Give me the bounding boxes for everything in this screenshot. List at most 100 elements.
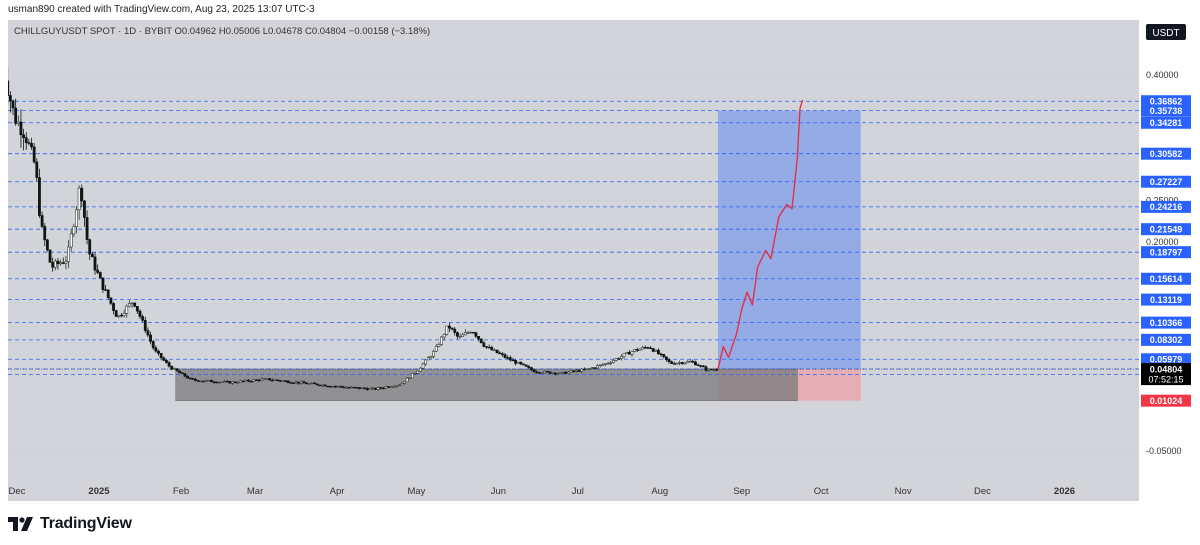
candle-body xyxy=(120,314,123,317)
plot-area xyxy=(8,20,1139,501)
candle-body xyxy=(122,312,126,316)
candle-body xyxy=(125,305,129,314)
level-label-text: 0.36862 xyxy=(1150,97,1183,107)
candle-body xyxy=(40,215,44,227)
candle-body xyxy=(662,354,666,358)
symbol-legend[interactable]: CHILLGUYUSDT SPOT · 1D · BYBIT O0.04962 … xyxy=(14,26,430,37)
candle-body xyxy=(281,380,285,382)
candle-body xyxy=(326,385,330,388)
candle-body xyxy=(572,370,576,372)
candle-body xyxy=(569,370,573,373)
candle-body xyxy=(657,349,660,355)
candle-body xyxy=(389,386,393,388)
x-tick-label: Feb xyxy=(173,486,189,497)
level-label-bg xyxy=(1141,147,1191,160)
candle-body xyxy=(297,381,301,384)
candle-body xyxy=(56,260,60,265)
candle-body xyxy=(664,356,668,360)
symbol-legend-bg xyxy=(10,23,390,38)
x-tick-label: Jul xyxy=(572,486,584,497)
candle-body xyxy=(315,383,319,386)
candle-body xyxy=(344,387,348,389)
footer-brand[interactable]: TradingView xyxy=(40,515,132,532)
candle-body xyxy=(207,379,211,382)
candle-body xyxy=(482,342,486,347)
candle-body xyxy=(249,380,253,383)
candle-body xyxy=(146,330,150,336)
y-tick-label: 0.20000 xyxy=(1146,237,1179,247)
candle-body xyxy=(273,379,277,381)
candle-body xyxy=(175,368,179,372)
candle-body xyxy=(127,303,131,307)
candle-body xyxy=(421,363,425,369)
x-tick-label: Aug xyxy=(651,486,668,497)
candle-body xyxy=(508,357,512,361)
candle-body xyxy=(601,364,605,366)
candle-body xyxy=(141,316,145,321)
currency-button[interactable]: USDT xyxy=(1146,24,1186,40)
candle-body xyxy=(310,382,314,385)
candle-body xyxy=(463,332,467,336)
level-label: 0.08302 xyxy=(1141,333,1191,346)
x-tick-label: Mar xyxy=(247,486,263,497)
current-price-bg xyxy=(1141,363,1191,386)
candle-body xyxy=(511,359,515,362)
candle-body xyxy=(434,346,438,352)
candle-body xyxy=(649,347,652,350)
candle-body xyxy=(545,371,549,373)
candle-body xyxy=(302,381,306,384)
candle-body xyxy=(659,353,663,356)
candle-body xyxy=(8,95,12,102)
candle-body xyxy=(469,332,473,334)
level-label-bg xyxy=(1141,353,1191,366)
candle-body xyxy=(93,256,97,271)
candle-body xyxy=(270,379,274,382)
candle-body xyxy=(675,362,679,365)
level-lines xyxy=(8,100,1139,375)
candle-body xyxy=(561,371,565,374)
candle-body xyxy=(262,378,266,380)
level-label-bg xyxy=(1141,316,1191,329)
candle-body xyxy=(64,261,68,264)
level-label: 0.18797 xyxy=(1141,246,1191,259)
candle-body xyxy=(683,362,687,365)
candle-body xyxy=(408,377,412,379)
candle-body xyxy=(98,272,102,279)
level-label: 0.27227 xyxy=(1141,175,1191,188)
price-axis[interactable]: 0.40000 0.25000 0.20000 -0.05000 xyxy=(1146,70,1182,456)
time-axis[interactable]: Dec 2025 Feb Mar Apr May Jun Jul Aug Sep Oct Nov Dec… xyxy=(9,486,1076,497)
candle-body xyxy=(696,364,700,367)
candle-body xyxy=(699,365,703,367)
candle-body xyxy=(500,353,504,355)
level-label-bg xyxy=(1141,175,1191,188)
candle-body xyxy=(691,360,695,363)
candle-body xyxy=(183,373,187,377)
candle-body xyxy=(575,370,578,372)
candle-body xyxy=(48,249,52,263)
header-credit: usman890 created with TradingView.com, A… xyxy=(8,4,315,15)
candle-body xyxy=(651,348,655,352)
candle-body xyxy=(384,386,388,389)
candle-body xyxy=(455,332,459,337)
candle-body xyxy=(151,341,155,349)
candle-body xyxy=(567,371,570,374)
candle-body xyxy=(453,328,457,333)
candle-body xyxy=(339,385,343,388)
x-tick-label: May xyxy=(407,486,425,497)
candle-body xyxy=(440,336,443,345)
level-label: 0.34281 xyxy=(1141,116,1191,129)
candle-body xyxy=(299,381,303,384)
candle-body xyxy=(424,359,428,365)
candle-body xyxy=(77,187,81,211)
level-label-bg xyxy=(1141,293,1191,306)
candle-body xyxy=(276,379,279,381)
candle-body xyxy=(553,372,557,375)
x-tick-label: Jun xyxy=(491,486,506,497)
candle-body xyxy=(149,334,152,342)
level-label-text: 0.30582 xyxy=(1150,149,1183,159)
candle-body xyxy=(429,356,433,359)
candle-body xyxy=(80,187,84,202)
